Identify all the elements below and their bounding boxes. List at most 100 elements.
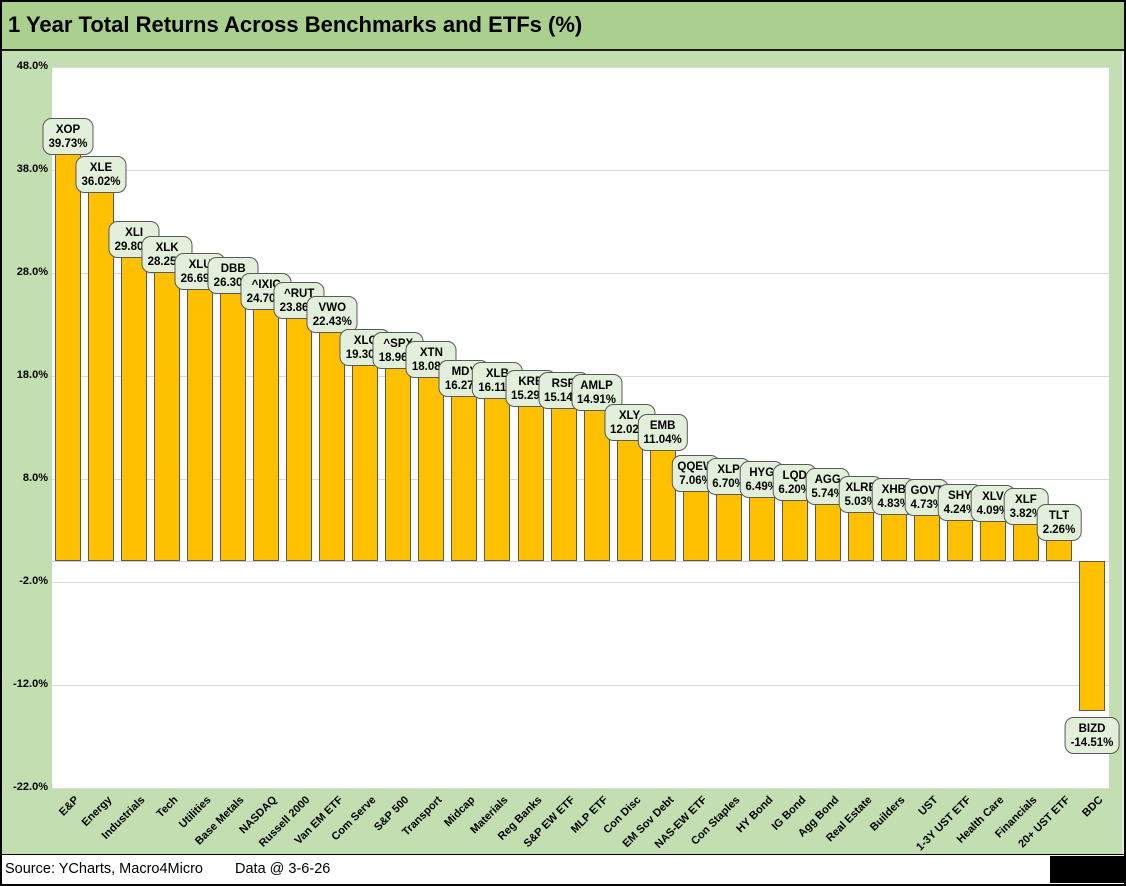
chart-title: 1 Year Total Returns Across Benchmarks a… — [8, 11, 583, 37]
bar-KRE — [517, 403, 544, 562]
data-date-text: Data @ 3-6-26 — [235, 861, 331, 877]
bar-LQD — [781, 497, 808, 562]
bar-^RUT — [286, 315, 313, 562]
x-axis-label: BDC — [1080, 794, 1106, 820]
callout-ticker: XLRE — [845, 481, 877, 494]
bar-XLF — [1012, 522, 1039, 562]
callout-value: 11.04% — [643, 433, 682, 446]
callout-value: 4.24% — [943, 503, 977, 516]
callout-value: 6.20% — [778, 483, 811, 496]
data-label-HYG: HYG 6.49% — [739, 460, 784, 498]
x-axis-label: Builders — [867, 794, 908, 834]
zero-axis-line — [52, 561, 1109, 563]
y-axis-tick-label: -12.0% — [13, 678, 48, 690]
callout-ticker: ^SPX — [383, 338, 414, 351]
callout-ticker: TLT — [1048, 510, 1070, 523]
bar-TLT — [1046, 538, 1072, 562]
callout-ticker: XLK — [155, 242, 179, 255]
callout-ticker: XLC — [353, 334, 377, 347]
data-label-BIZD: BIZD -14.51% — [1064, 716, 1120, 754]
bar-XTN — [418, 375, 445, 562]
callout-ticker: VWO — [318, 302, 347, 315]
gridline — [52, 685, 1109, 686]
callout-ticker: XLB — [485, 367, 509, 380]
bar-XLB — [484, 395, 511, 562]
x-axis-label: Tech — [154, 794, 181, 821]
bar-GOVT — [913, 512, 940, 562]
callout-ticker: XTN — [419, 347, 443, 360]
callout-ticker: QQEW — [677, 460, 714, 473]
y-axis-tick-label: 48.0% — [16, 60, 48, 72]
callout-ticker: XLY — [618, 409, 641, 422]
bar-XLI — [121, 254, 148, 562]
callout-ticker: DBB — [220, 262, 246, 275]
callout-value: 22.43% — [312, 316, 352, 329]
y-axis-tick-label: 38.0% — [16, 163, 48, 175]
y-axis-tick-label: 18.0% — [16, 369, 48, 381]
callout-ticker: XHB — [881, 483, 906, 496]
callout-value: 5.74% — [811, 488, 844, 501]
bar-XHB — [880, 511, 907, 562]
bar-HYG — [748, 494, 775, 562]
redacted-logo-box — [1050, 856, 1124, 883]
gridline — [52, 582, 1109, 583]
gridline — [52, 479, 1109, 480]
bar-QQEW — [682, 488, 709, 562]
data-label-VWO: VWO 22.43% — [306, 296, 358, 334]
data-label-LQD: LQD 6.20% — [772, 463, 817, 501]
bar-AGG — [814, 502, 841, 562]
bar-RSP — [550, 405, 577, 562]
bar-XLV — [979, 519, 1006, 562]
callout-ticker: MDY — [451, 365, 478, 378]
callout-value: 14.91% — [576, 393, 617, 406]
bar-XLP — [715, 492, 742, 562]
bar-XLC — [352, 362, 379, 562]
y-axis-tick-label: -2.0% — [19, 575, 48, 587]
callout-value: 5.03% — [844, 495, 878, 508]
callout-value: 39.73% — [48, 138, 88, 151]
bar-XLE — [88, 190, 114, 562]
callout-value: 4.73% — [910, 498, 944, 511]
footer-bar: Source: YCharts, Macro4Micro Data @ 3-6-… — [0, 854, 1126, 884]
callout-value: -14.51% — [1070, 736, 1114, 749]
bar-XLRE — [847, 509, 874, 562]
gridline — [52, 273, 1109, 274]
data-label-TLT: TLT 2.26% — [1036, 504, 1082, 542]
callout-ticker: ^IXIC — [251, 279, 281, 291]
callout-value: 4.83% — [877, 497, 911, 510]
callout-ticker: KRE — [518, 375, 543, 388]
callout-ticker: SHY — [948, 489, 972, 502]
bar-XLU — [187, 286, 214, 562]
bar-^IXIC — [253, 307, 280, 562]
callout-ticker: EMB — [649, 419, 676, 432]
callout-ticker: RSP — [551, 377, 576, 390]
callout-value: 7.06% — [679, 474, 712, 487]
callout-ticker: XLV — [982, 491, 1004, 504]
callout-ticker: XLP — [717, 464, 740, 477]
callout-value: 4.09% — [976, 505, 1010, 518]
bar-SHY — [946, 517, 973, 562]
bar-XLK — [154, 270, 181, 562]
y-axis-tick-label: -22.0% — [13, 781, 48, 793]
y-axis-tick-label: 28.0% — [16, 266, 48, 278]
callout-value: 36.02% — [81, 176, 121, 189]
source-text: Source: YCharts, Macro4Micro — [5, 861, 203, 877]
bar-^SPX — [385, 366, 412, 562]
callout-ticker: AMLP — [580, 379, 613, 392]
gridline — [52, 170, 1109, 171]
x-axis-label: UST — [916, 794, 941, 819]
callout-ticker: GOVT — [910, 484, 944, 497]
bar-XLY — [616, 437, 643, 562]
callout-ticker: XLI — [125, 226, 144, 239]
gridline — [52, 788, 1109, 789]
callout-value: 2.26% — [1042, 524, 1076, 537]
callout-ticker: AGG — [814, 474, 841, 487]
gridline — [52, 67, 1109, 68]
y-axis-tick-label: 8.0% — [22, 472, 48, 484]
callout-value: 6.49% — [745, 480, 778, 493]
callout-ticker: BIZD — [1078, 722, 1106, 735]
data-label-XLE: XLE 36.02% — [75, 156, 127, 194]
callout-value: 6.70% — [712, 478, 745, 491]
bar-MDY — [451, 393, 478, 562]
